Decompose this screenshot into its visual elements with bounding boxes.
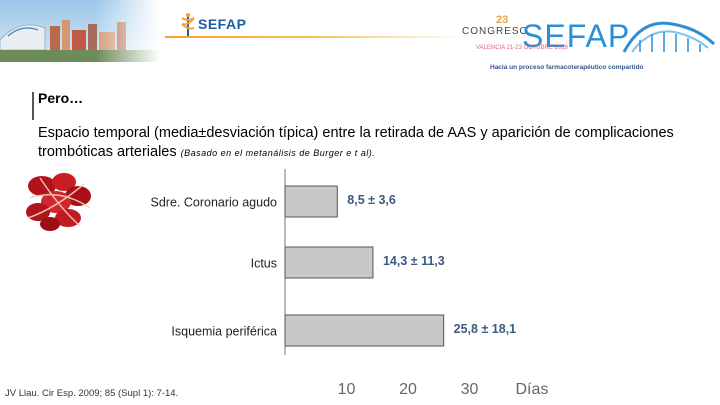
value-label: 14,3 ± 11,3 <box>383 254 445 268</box>
slide-subtitle: Espacio temporal (media±desviación típic… <box>38 124 708 163</box>
congress-number: 23 <box>496 14 509 26</box>
thrombus-illustration <box>26 173 91 231</box>
bar <box>284 185 338 218</box>
header-divider <box>165 36 465 38</box>
subtitle-reference: (Basado en el metanálisis de Burger e t … <box>180 148 376 158</box>
x-tick-label: 30 <box>461 381 479 398</box>
left-accent-rule <box>32 92 34 120</box>
caduceus-icon <box>181 13 195 36</box>
category-label: Ictus <box>251 257 277 271</box>
subtitle-main: Espacio temporal (media±desviación típic… <box>38 125 674 160</box>
congress-prefix: CONGRESO <box>462 26 529 37</box>
x-tick-label: 10 <box>338 381 356 398</box>
x-tick-label: 20 <box>399 381 417 398</box>
slide-heading: Pero… <box>38 90 84 106</box>
sefap-logo-text: SEFAP <box>198 16 247 32</box>
valencia-city-image <box>0 0 160 62</box>
bar <box>284 246 374 279</box>
thrombotic-complications-chart: Sdre. Coronario agudo 8,5 ± 3,6 Ictus 14,3 … <box>151 169 549 398</box>
category-label: Isquemia periférica <box>171 325 277 339</box>
x-axis-label: Días <box>516 381 549 398</box>
architecture-icon <box>622 21 716 53</box>
congress-logo-text: SEFAP <box>522 18 631 54</box>
value-label: 25,8 ± 18,1 <box>454 322 517 336</box>
category-label: Sdre. Coronario agudo <box>151 196 278 210</box>
header-banner: SEFAP 23 CONGRESO SEFAP VALENCIA 21-23 O… <box>0 0 720 92</box>
congress-tagline: Hacia un proceso farmacoterapéutico comp… <box>490 64 644 71</box>
congress-dates: VALENCIA 21-23 OCTUBRE 2018 <box>476 45 568 51</box>
sefap-logo: SEFAP <box>178 12 258 38</box>
citation: JV Llau. Cir Esp. 2009; 85 (Supl 1): 7-1… <box>5 388 179 399</box>
bar <box>284 314 445 347</box>
value-label: 8,5 ± 3,6 <box>347 193 396 207</box>
